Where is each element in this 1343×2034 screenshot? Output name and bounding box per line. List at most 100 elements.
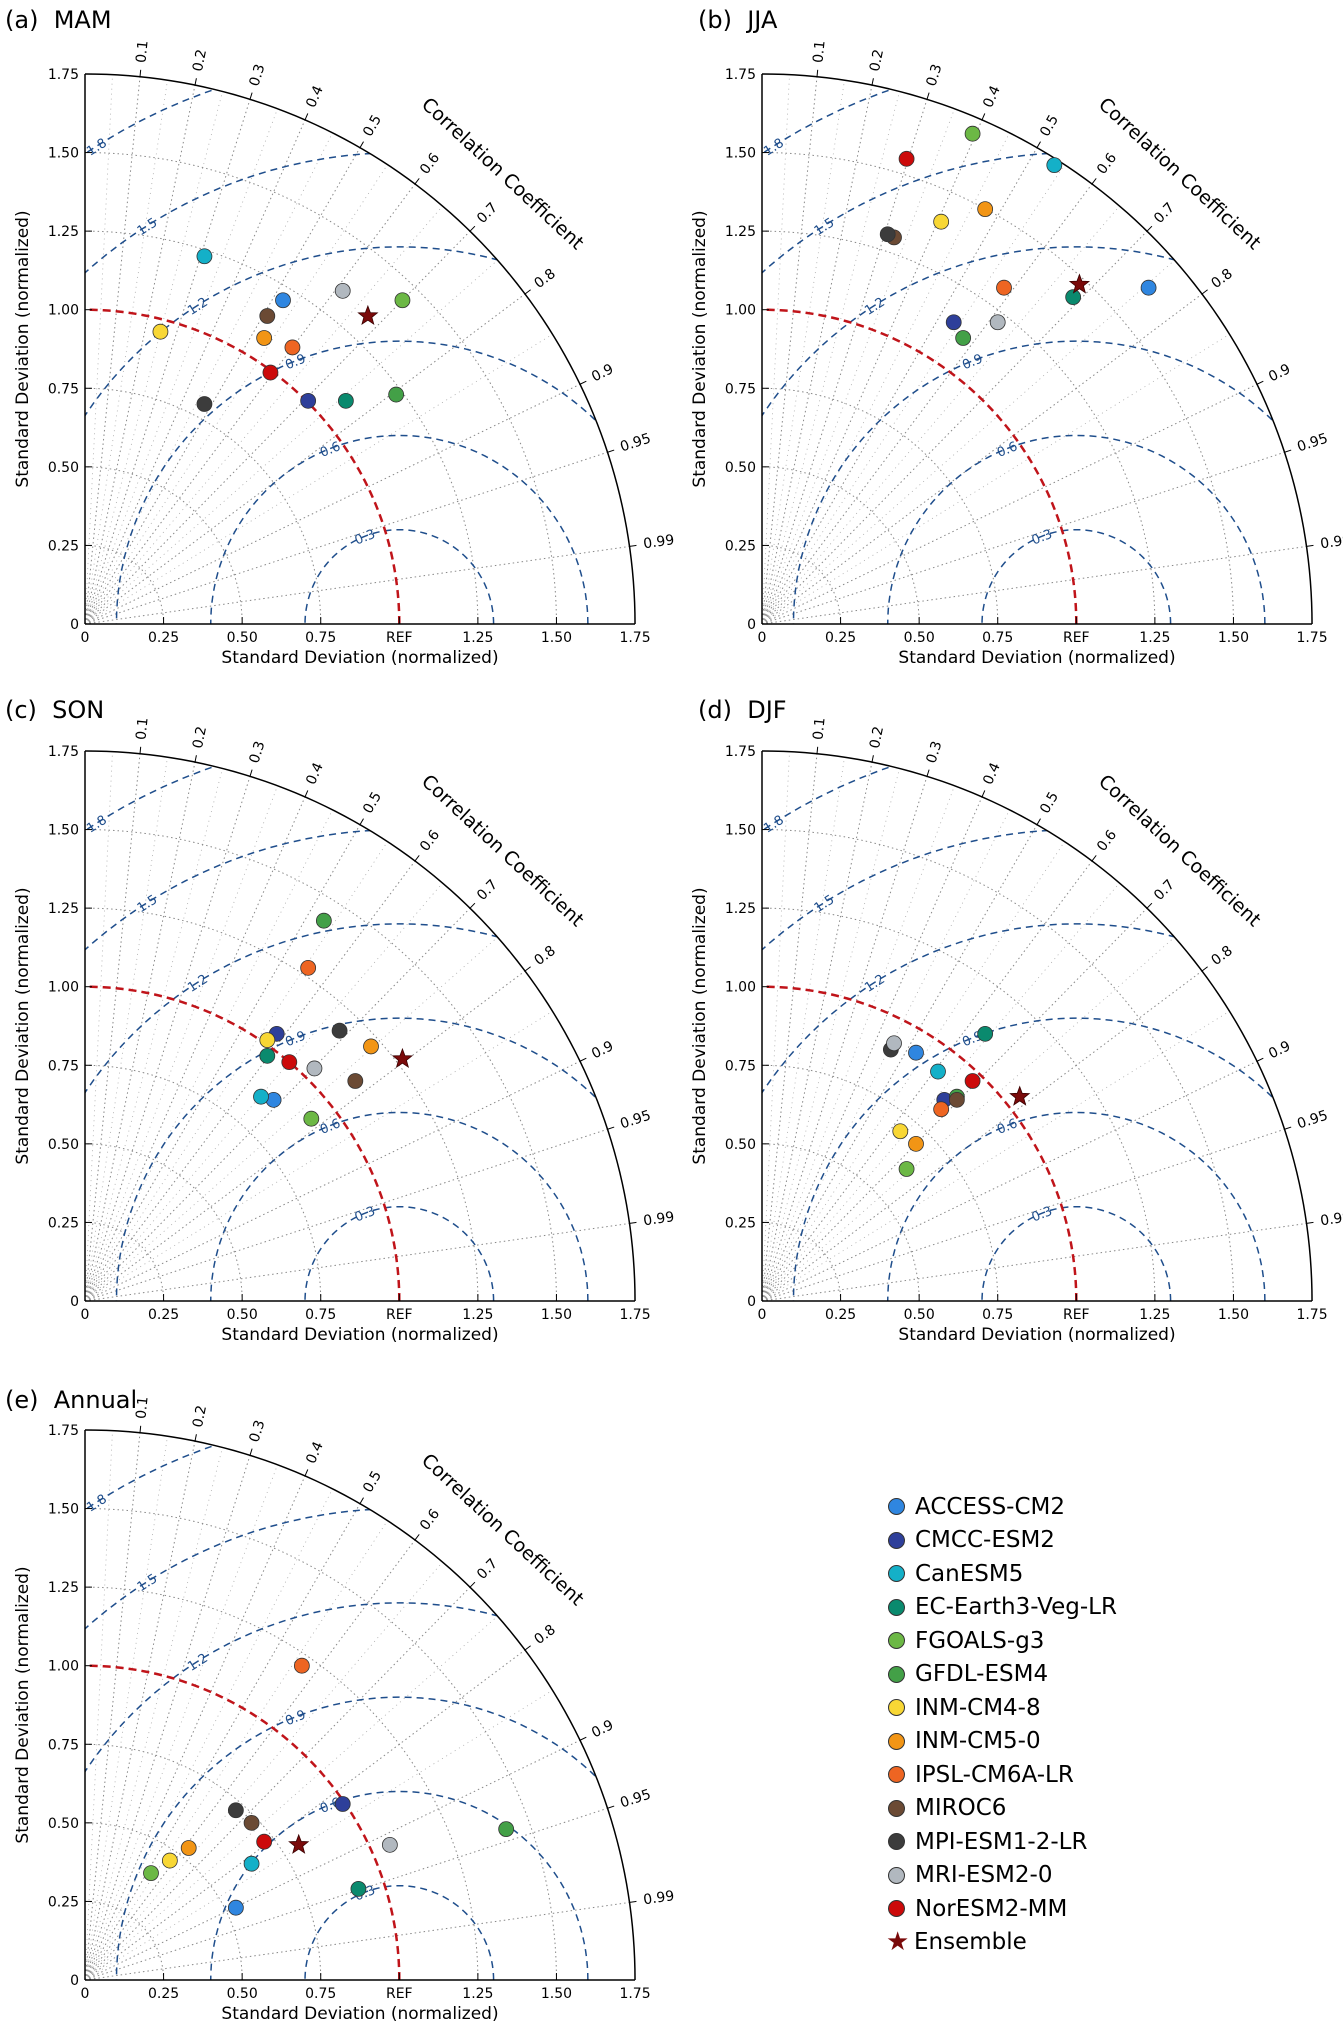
y-tick-label: 1.25 [48, 224, 79, 240]
corr-minor-gridline [84, 333, 553, 625]
corr-tick-label: 0.4 [980, 760, 1004, 787]
x-tick-label: 0.75 [305, 630, 336, 646]
x-axis-title: Standard Deviation (normalized) [898, 1325, 1175, 1345]
legend-label: IPSL-CM6A-LR [915, 1761, 1074, 1788]
y-tick-label: 1.75 [48, 1423, 79, 1439]
corr-tick-label: 0.4 [303, 83, 327, 110]
y-tick-label: 0.25 [48, 1215, 79, 1231]
corr-gridline [761, 970, 1203, 1302]
corr-minor-gridline [761, 841, 1065, 1302]
corr-tick-label: 0.3 [247, 62, 269, 88]
corr-tick-label: 0.5 [1037, 789, 1062, 816]
legend-label: CanESM5 [915, 1560, 1024, 1587]
corr-minor-gridline [84, 841, 388, 1302]
corr-tick-label: 0.7 [474, 1556, 501, 1583]
y-tick-label: 0.75 [725, 1058, 756, 1074]
rmsd-label: 1.8 [84, 813, 110, 837]
corr-minor-gridline [761, 936, 1175, 1302]
x-tick-label: 0.50 [904, 630, 935, 646]
y-tick-label: 0.50 [725, 460, 756, 476]
corr-gridline [761, 99, 928, 625]
corr-minor-gridline [761, 108, 955, 625]
corr-minor-gridline [761, 785, 955, 1302]
corr-minor-gridline [84, 1010, 553, 1302]
point-cmcc-esm2 [945, 314, 962, 331]
point-ipsl-cm6a-lr [300, 959, 317, 976]
point-inm-cm5-0 [977, 201, 994, 218]
point-mpi-esm1-2-lr [196, 396, 213, 412]
corr-minor-gridline [84, 80, 168, 625]
point-gfdl-esm4 [315, 912, 332, 929]
rmsd-contour [981, 528, 1172, 625]
corr-gridline [761, 1060, 1258, 1302]
x-tick-label: REF [386, 1986, 413, 2002]
corr-gridline [761, 383, 1258, 625]
point-noresm2-mm [964, 1073, 981, 1089]
point-noresm2-mm [898, 150, 915, 167]
x-axis-title: Standard Deviation (normalized) [221, 648, 498, 668]
rmsd-contour [762, 750, 1313, 1301]
taylor-panel-0: 0.3 0.6 0.9 1.2 1.5 1.8 00 0.25 0.25 0.50 0.50 0.75… [13, 40, 675, 668]
corr-minor-gridline [84, 1464, 278, 1981]
y-tick-label: 0.75 [725, 381, 756, 397]
std-gridline [84, 907, 479, 1302]
corr-gridline [761, 230, 1148, 625]
rmsd-label: 1.2 [185, 1651, 211, 1675]
reference-arc [84, 1664, 401, 1981]
x-tick-label: 0.25 [148, 630, 179, 646]
x-axis-title: Standard Deviation (normalized) [898, 648, 1175, 668]
y-tick-label: 1.25 [725, 224, 756, 240]
std-gridline [84, 466, 243, 625]
point-ec-earth3-veg-lr [259, 1047, 276, 1064]
y-tick-label: 0.75 [48, 381, 79, 397]
y-tick-label: 1.75 [725, 67, 756, 83]
point-ipsl-cm6a-lr [293, 1657, 310, 1674]
rmsd-label: 1.2 [862, 972, 888, 996]
corr-axis-title: Correlation Coefficient [417, 1449, 588, 1610]
corr-gridline [761, 147, 1038, 625]
x-tick-label: 1.50 [541, 1986, 572, 2002]
corr-gridline [761, 545, 1307, 625]
point-inm-cm5-0 [363, 1038, 379, 1055]
rmsd-contour [762, 923, 1313, 1301]
corr-minor-gridline [761, 80, 845, 625]
corr-minor-gridline [761, 751, 790, 1302]
corr-gridline [761, 1128, 1285, 1302]
y-tick-label: 0.50 [48, 1137, 79, 1153]
x-tick-label: 0.75 [305, 1307, 336, 1323]
corr-gridline [84, 970, 526, 1302]
corr-gridline [84, 1503, 361, 1981]
std-gridline [84, 1508, 557, 1981]
y-tick-label: 0 [70, 1294, 79, 1310]
point-inm-cm5-0 [256, 330, 273, 346]
x-tick-label: 0.75 [982, 630, 1013, 646]
y-tick-label: 0.25 [725, 1215, 756, 1231]
corr-tick-label: 0.95 [618, 1787, 653, 1812]
point-canesm5 [196, 248, 213, 265]
rmsd-contour [762, 246, 1313, 625]
corr-gridline [84, 1440, 196, 1981]
corr-minor-gridline [761, 882, 1120, 1302]
std-gridline [761, 387, 999, 625]
reference-arc [761, 308, 1078, 625]
corr-tick-label: 0.1 [133, 717, 151, 741]
corr-axis-title: Correlation Coefficient [417, 93, 588, 254]
corr-tick-label: 0.3 [247, 1418, 269, 1444]
corr-minor-gridline [84, 1689, 553, 1981]
legend-marker [888, 1866, 905, 1884]
rmsd-contour [115, 1696, 636, 1980]
point-ipsl-cm6a-lr [933, 1101, 950, 1118]
legend-marker [888, 1632, 905, 1650]
corr-tick-label: 0.2 [867, 48, 887, 73]
y-tick-label: 0.50 [48, 460, 79, 476]
corr-minor-gridline [84, 1436, 168, 1981]
corr-gridline [761, 824, 1038, 1302]
point-inm-cm4-8 [259, 1032, 276, 1049]
y-tick-label: 1.00 [725, 980, 756, 996]
rmsd-label: 0.3 [1030, 527, 1055, 549]
point-mpi-esm1-2-lr [879, 226, 896, 243]
y-tick-label: 1.50 [725, 823, 756, 839]
corr-minor-gridline [84, 164, 388, 625]
point-access-cm2 [227, 1899, 244, 1916]
